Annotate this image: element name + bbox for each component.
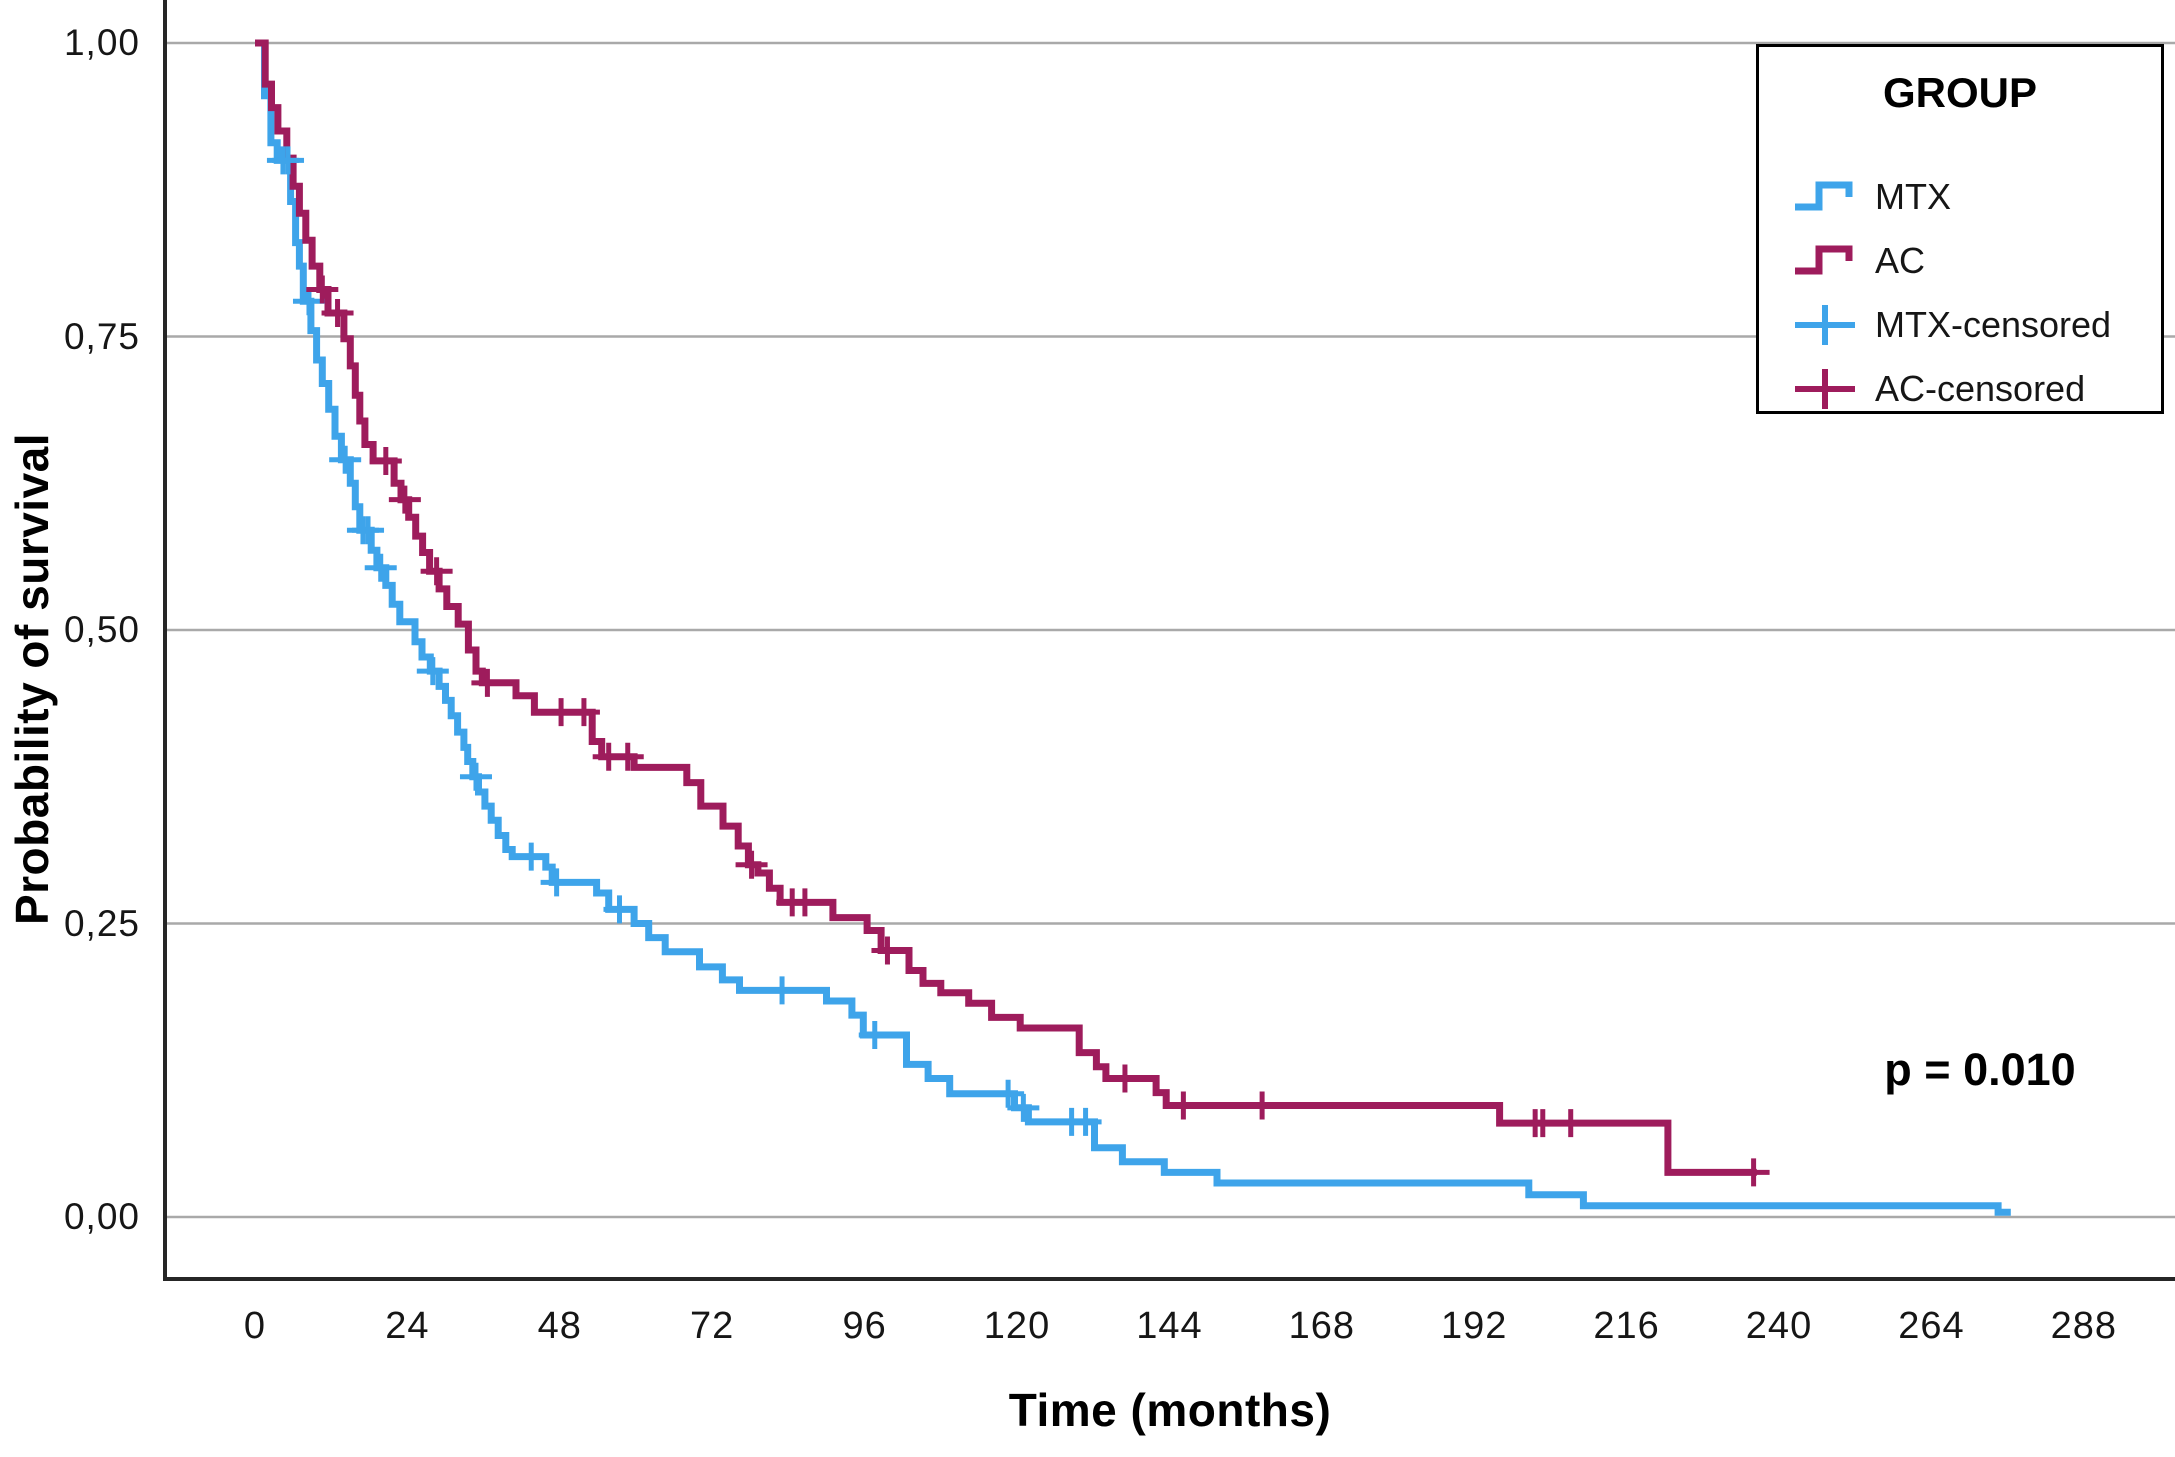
legend-box: GROUP MTX AC MTX-censored AC-censored	[1756, 44, 2164, 414]
ac-censor-mark	[788, 888, 821, 917]
x-tick-label: 144	[1136, 1305, 1203, 1347]
ac-censor-mark	[388, 485, 421, 514]
ac-censor-marks	[306, 275, 1770, 1187]
y-tick-label: 0,00	[63, 1196, 140, 1237]
mtx-censor-mark	[515, 842, 548, 871]
x-tick-label: 264	[1898, 1305, 1965, 1347]
ac-censor-mark	[611, 742, 644, 771]
ac-survival-curve	[255, 39, 1757, 1176]
y-axis-title: Probability of survival	[6, 432, 58, 926]
p-value-annotation: p = 0.010	[1884, 1044, 2076, 1095]
ac-censor-mark	[1246, 1091, 1279, 1120]
ac-censored-plus-icon	[1795, 369, 1855, 409]
mtx-survival-curve	[255, 39, 2011, 1216]
mtx-censor-mark	[1069, 1107, 1102, 1136]
mtx-censor-mark	[766, 976, 799, 1005]
y-tick-label: 0,50	[63, 609, 140, 650]
x-tick-label: 168	[1288, 1305, 1355, 1347]
x-tick-label: 48	[537, 1305, 582, 1347]
mtx-censor-mark	[1007, 1093, 1040, 1122]
ac-censor-mark	[321, 299, 354, 328]
mtx-censor-mark	[992, 1079, 1025, 1108]
x-tick-label: 192	[1440, 1305, 1508, 1347]
legend-item-label: AC-censored	[1875, 368, 2086, 409]
survival-curves	[255, 39, 2011, 1216]
ac-censor-mark	[1526, 1109, 1559, 1138]
legend-item-label: MTX	[1875, 176, 1951, 217]
ac-censor-mark	[471, 668, 504, 697]
mtx-censor-mark	[416, 657, 449, 686]
legend-item-mtx-censored: MTX-censored	[1793, 304, 2153, 345]
mtx-censored-plus-icon	[1795, 305, 1855, 345]
x-tick-label: 24	[385, 1305, 430, 1347]
mtx-censor-mark	[858, 1021, 891, 1050]
mtx-censor-mark	[272, 146, 305, 175]
legend-title: GROUP	[1882, 69, 2037, 116]
ac-step-line-icon	[1795, 245, 1853, 275]
y-tick-label: 1,00	[63, 22, 140, 63]
legend-item-ac: AC	[1793, 240, 2153, 281]
mtx-censor-mark	[352, 516, 385, 545]
mtx-censor-mark	[603, 895, 636, 924]
x-tick-label: 288	[2050, 1305, 2117, 1347]
ac-censor-mark	[1554, 1109, 1587, 1138]
x-tick-label: 240	[1745, 1305, 1813, 1347]
axes	[163, 0, 2175, 1281]
ac-censor-mark	[871, 936, 904, 965]
x-tick-label: 216	[1593, 1305, 1660, 1347]
ac-censor-mark	[1167, 1091, 1200, 1120]
ac-censor-mark	[1737, 1158, 1770, 1187]
mtx-censor-mark	[364, 553, 397, 582]
x-tick-label: 0	[243, 1305, 267, 1347]
y-tick-label: 0,25	[63, 902, 140, 944]
mtx-censor-mark	[459, 762, 492, 791]
ac-censor-mark	[735, 850, 768, 879]
y-tick-label: 0,75	[63, 315, 140, 357]
legend-item-label: AC	[1875, 240, 1926, 281]
ac-censor-mark	[420, 557, 453, 586]
x-tick-label: 72	[690, 1305, 735, 1347]
legend-item-mtx: MTX	[1793, 176, 2153, 217]
x-tick-label: 96	[842, 1305, 887, 1347]
mtx-censor-mark	[540, 868, 573, 897]
mtx-censor-marks	[266, 146, 1102, 1136]
ac-censor-mark	[1108, 1064, 1141, 1093]
x-tick-label: 120	[983, 1305, 1051, 1347]
mtx-censor-mark	[329, 445, 362, 474]
x-axis-title: Time (months)	[1008, 1384, 1332, 1436]
legend-item-label: MTX-censored	[1875, 304, 2112, 345]
ac-censor-mark	[306, 275, 339, 304]
legend-item-ac-censored: AC-censored	[1793, 368, 2153, 409]
mtx-step-line-icon	[1795, 181, 1853, 211]
ac-censor-mark	[567, 698, 600, 727]
ac-censor-mark	[369, 446, 402, 475]
